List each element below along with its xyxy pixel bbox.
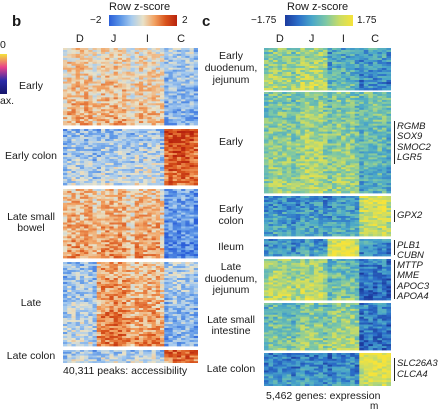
heatmap-cluster xyxy=(264,48,391,90)
cluster-label: Early xyxy=(0,81,62,93)
heatmap-cluster xyxy=(264,92,391,193)
heatmap-cluster xyxy=(63,129,198,185)
cluster-label: Late xyxy=(0,298,62,310)
heatmap-cluster xyxy=(264,259,391,300)
gene-label: SLC26A3 xyxy=(397,359,438,369)
gene-bracket xyxy=(394,260,395,299)
panel-b-caption: 40,311 peaks: accessibility xyxy=(63,365,187,377)
column-label-j: J xyxy=(296,33,328,45)
heatmap-cluster xyxy=(63,48,198,125)
column-label-i: I xyxy=(328,33,360,45)
cluster-label: Early colon xyxy=(200,204,262,228)
panel-c-footer-mark: m xyxy=(370,401,378,412)
edge-top-value: 0 xyxy=(0,40,6,52)
panel-letter-c: c xyxy=(202,13,210,30)
gene-label: MME xyxy=(397,271,419,281)
heatmap-cluster xyxy=(264,303,391,350)
gene-bracket xyxy=(394,358,395,381)
cluster-label: Late colon xyxy=(200,364,262,376)
cluster-label: Early xyxy=(200,137,262,149)
panel-c-heatmap xyxy=(264,48,391,386)
heatmap-cluster xyxy=(63,350,198,363)
panel-letter-b: b xyxy=(12,13,21,30)
cluster-label: Early duodenum, jejunum xyxy=(200,51,262,86)
panel-b-colorbar xyxy=(109,15,177,26)
gene-label: LGR5 xyxy=(397,153,422,163)
heatmap-cluster xyxy=(63,189,198,258)
column-label-d: D xyxy=(63,33,97,45)
panel-b-scale-max: 2 xyxy=(182,15,188,26)
column-label-c: C xyxy=(359,33,391,45)
gene-label: GPX2 xyxy=(397,211,422,221)
panel-c-colorbar xyxy=(285,15,353,26)
gene-label: CLCA4 xyxy=(397,370,428,380)
cluster-label: Late small intestine xyxy=(200,315,262,339)
heatmap-cluster xyxy=(264,353,391,386)
panel-c-scale-title: Row z-score xyxy=(287,1,348,13)
panel-c-scale-min: −1.75 xyxy=(251,15,276,26)
heatmap-cluster xyxy=(63,262,198,346)
cluster-label: Early colon xyxy=(0,151,62,163)
panel-b-scale-title: Row z-score xyxy=(109,1,170,13)
column-label-d: D xyxy=(264,33,296,45)
cluster-label: Late colon xyxy=(0,351,62,363)
cluster-label: Late small bowel xyxy=(0,212,62,236)
cluster-label: Late duodenum, jejunum xyxy=(200,262,262,297)
heatmap-cluster xyxy=(264,239,391,256)
column-label-c: C xyxy=(164,33,198,45)
previous-panel-edge: 0 ax. xyxy=(0,40,10,110)
gene-bracket xyxy=(394,210,395,222)
cluster-label: Ileum xyxy=(200,242,262,254)
gene-bracket xyxy=(394,121,395,164)
gene-label: SOX9 xyxy=(397,132,422,142)
gene-bracket xyxy=(394,240,395,255)
heatmap-cluster xyxy=(264,196,391,236)
panel-c-caption: 5,462 genes: expression xyxy=(266,390,380,402)
column-label-i: I xyxy=(131,33,165,45)
panel-c-scale-max: 1.75 xyxy=(357,15,376,26)
gene-label: APOA4 xyxy=(397,292,429,302)
panel-b-scale-min: −2 xyxy=(90,15,101,26)
panel-b-heatmap xyxy=(63,48,198,363)
edge-bottom-value: ax. xyxy=(0,96,14,108)
column-label-j: J xyxy=(97,33,131,45)
